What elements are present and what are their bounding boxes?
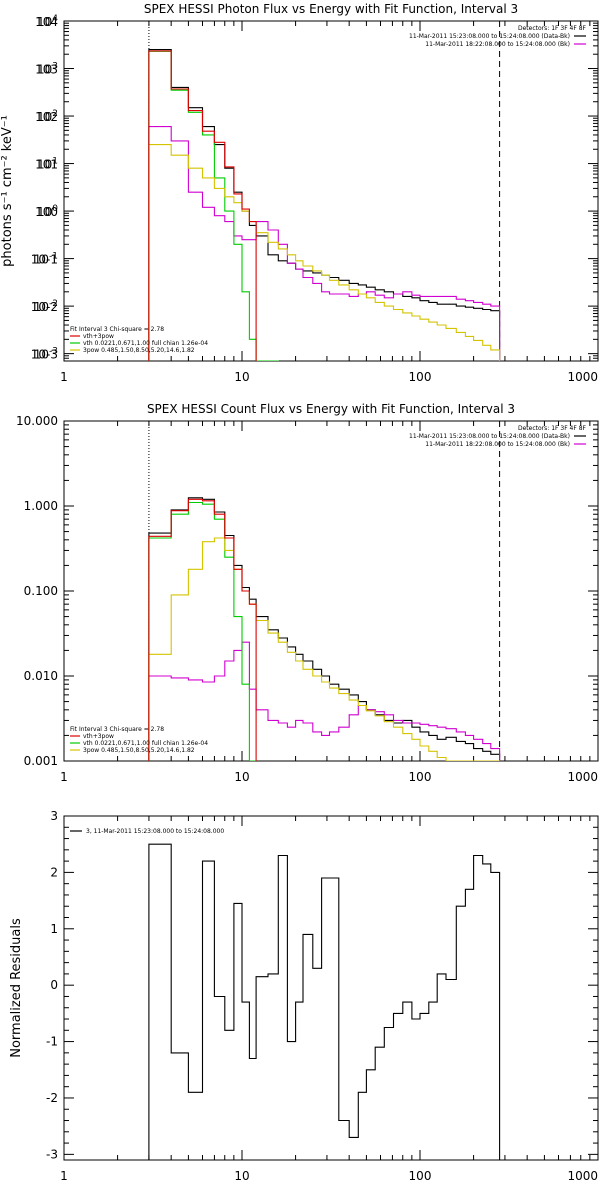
y-axis-label: photons s⁻¹ cm⁻² keV⁻¹ xyxy=(0,115,15,267)
y-tick-label-display: 10-1 xyxy=(34,252,58,267)
x-tick-label: 1 xyxy=(60,1169,68,1183)
series-vth-3pow xyxy=(148,50,257,361)
y-tick-label: 103 xyxy=(35,63,58,77)
chart-panel-1: 1 10 100 100010-310-310-210-210-110-1100100… xyxy=(0,2,599,384)
y-tick-label: 101 xyxy=(35,158,58,172)
y-tick-label-display: 102 xyxy=(37,109,58,124)
chart-panel-3: 1 10 100 1000 -3 -2 -1 0 1 2 3 Normalized Residuals… xyxy=(9,809,599,1183)
series-vth xyxy=(148,501,257,761)
y-tick-label: 10-3 xyxy=(31,348,58,362)
y-axis: 10-310-310-210-210-110-11001001011011021… xyxy=(31,14,598,362)
y-tick-label: 10.000 xyxy=(16,414,58,428)
x-tick-label: 1 xyxy=(60,370,68,384)
x-axis: 1 10 100 1000 xyxy=(60,421,598,784)
y-axis-label: Normalized Residuals xyxy=(9,918,24,1058)
x-tick-label: 1000 xyxy=(567,770,598,784)
y-tick-label: -2 xyxy=(46,1091,58,1105)
y-tick-label: 10-1 xyxy=(31,253,58,267)
legend-top-text: 11-Mar-2011 18:22:08.000 to 15:24:08.000… xyxy=(425,41,570,48)
legend-bottom-text: 3pow 0.485,1.50,8.50,5.20,14.6,1.82 xyxy=(83,747,195,754)
legend-bottom: Fit Interval 3 Chi-square = 2.78vth+3pow… xyxy=(70,726,208,754)
y-tick-label: 2 xyxy=(50,865,58,879)
legend-top-text: Detectors: 1F 3F 4F 8F xyxy=(518,425,587,432)
series-11-mar-2011-15-23-08-000-to-15-24-08-000-data-bk- xyxy=(148,497,501,761)
x-tick-label: 1000 xyxy=(567,1169,598,1183)
legend-top-text: 3, 11-Mar-2011 15:23:08.000 to 15:24:08.… xyxy=(86,828,224,835)
y-tick-label: 0.001 xyxy=(24,754,58,768)
legend-bottom-text: vth 0.0221,0.671,1.00 full chian 1.26e-0… xyxy=(83,740,208,747)
series-11-mar-2011-15-23-08-000-to-15-24-08-000-data-bk- xyxy=(148,49,501,361)
y-tick-label: 0.010 xyxy=(24,669,58,683)
y-tick-label-display: 103 xyxy=(37,62,58,77)
legend-top-text: 11-Mar-2011 15:23:08.000 to 15:24:08.000… xyxy=(409,33,570,40)
fit-interval-label: Fit Interval 3 Chi-square = 2.78 xyxy=(70,326,164,333)
series-11-mar-2011-18-22-08-000-to-15-24-08-000-bk- xyxy=(148,641,501,761)
y-tick-label: -3 xyxy=(46,1147,58,1161)
series-3pow xyxy=(148,144,501,361)
y-tick-label: 1 xyxy=(50,922,58,936)
x-tick-label: 10 xyxy=(234,1169,249,1183)
y-tick-label-display: 104 xyxy=(37,14,58,29)
x-tick-label: 1000 xyxy=(567,370,598,384)
chart-panel-2: 1 10 100 1000 0.001 0.010 0.100 1.000 10.000 SPEX… xyxy=(16,402,599,784)
y-tick-label: 3 xyxy=(50,809,58,823)
legend-top-text: Detectors: 1F 3F 4F 8F xyxy=(518,25,587,32)
y-tick-label: 0 xyxy=(50,978,58,992)
legend-bottom-text: 3pow 0.485,1.50,8.50,5.20,14.6,1.82 xyxy=(83,347,195,354)
y-tick-label: 10-2 xyxy=(31,300,58,314)
series-3-11-mar-2011-15-23-08-000-to-15-24-08-000 xyxy=(148,843,501,1160)
y-tick-label-display: 100 xyxy=(37,204,58,219)
y-tick-label-display: 10-3 xyxy=(34,347,58,362)
y-tick-label-display: 101 xyxy=(37,157,58,172)
legend-bottom: Fit Interval 3 Chi-square = 2.78vth+3pow… xyxy=(70,326,208,354)
x-tick-label: 10 xyxy=(234,770,249,784)
plot-frame xyxy=(63,420,599,762)
x-tick-label: 100 xyxy=(409,1169,432,1183)
x-axis: 1 10 100 1000 xyxy=(60,21,598,384)
series-3pow xyxy=(148,537,501,761)
plot-frame xyxy=(63,815,599,1161)
y-tick-label: 0.100 xyxy=(24,584,58,598)
y-tick-label: 102 xyxy=(35,110,58,124)
y-tick-label-display: 10-2 xyxy=(34,299,58,314)
y-tick-label: 1.000 xyxy=(24,499,58,513)
x-axis: 1 10 100 1000 xyxy=(60,816,598,1183)
legend-bottom-text: vth 0.0221,0.671,1.00 full chian 1.26e-0… xyxy=(83,340,208,347)
x-tick-label: 10 xyxy=(234,370,249,384)
chart-title: SPEX HESSI Count Flux vs Energy with Fit… xyxy=(147,402,515,416)
y-tick-label: 104 xyxy=(35,15,58,29)
legend-bottom-text: vth+3pow xyxy=(83,733,114,740)
fit-interval-label: Fit Interval 3 Chi-square = 2.78 xyxy=(70,726,164,733)
y-tick-label: -1 xyxy=(46,1035,58,1049)
y-tick-label: 100 xyxy=(35,205,58,219)
series-vth-3pow xyxy=(148,498,257,761)
plot-frame xyxy=(63,20,599,362)
y-axis: 0.001 0.010 0.100 1.000 10.000 xyxy=(16,414,598,768)
legend-top-text: 11-Mar-2011 18:22:08.000 to 15:24:08.000… xyxy=(425,441,570,448)
legend-top: 3, 11-Mar-2011 15:23:08.000 to 15:24:08.… xyxy=(70,828,224,835)
x-tick-label: 1 xyxy=(60,770,68,784)
legend-bottom-text: vth+3pow xyxy=(83,333,114,340)
x-tick-label: 100 xyxy=(409,370,432,384)
x-tick-label: 100 xyxy=(409,770,432,784)
series-11-mar-2011-18-22-08-000-to-15-24-08-000-bk- xyxy=(148,126,501,361)
legend-top-text: 11-Mar-2011 15:23:08.000 to 15:24:08.000… xyxy=(409,433,570,440)
y-axis: -3 -2 -1 0 1 2 3 xyxy=(46,809,598,1161)
chart-title: SPEX HESSI Photon Flux vs Energy with Fi… xyxy=(144,2,518,16)
